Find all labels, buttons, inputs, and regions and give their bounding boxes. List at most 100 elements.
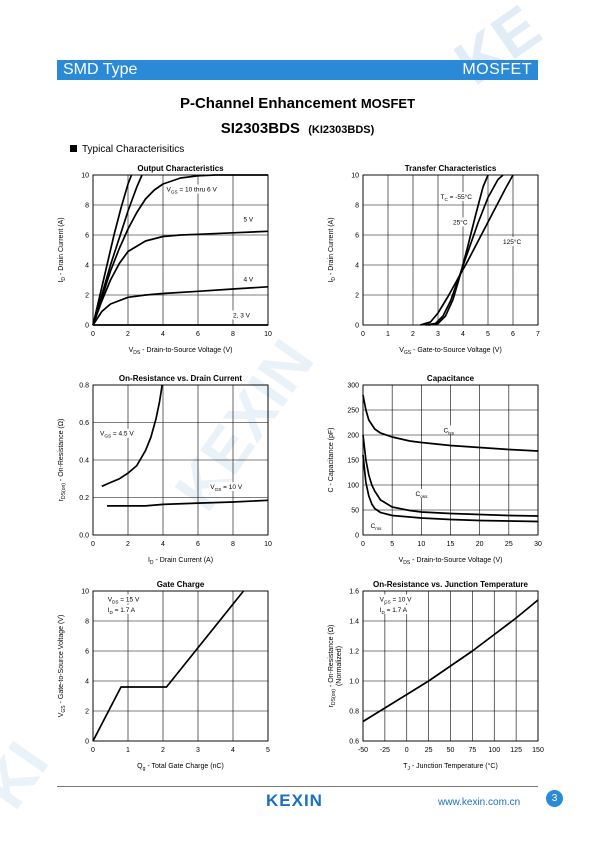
part-title: SI2303BDS (KI2303BDS) [0,120,595,137]
series-line-4 [92,230,269,326]
y-tick-label: 6 [355,233,359,240]
annotation-label: VGS = 10 V [380,597,413,605]
x-tick-label: 0 [361,331,365,338]
series-line-1 [101,384,163,488]
y-axis-label-group: rDS(on) - On-Resistance (Ω) (Normalized) [328,625,343,708]
x-tick-label: 100 [488,747,500,754]
annotation-bg [232,310,251,320]
x-tick-label: 4 [161,541,165,548]
y-tick-label: 0.0 [79,533,89,540]
annotation-bg [442,425,455,435]
y-tick-label: 1.4 [349,619,359,626]
y-axis-label-group: rDS(on) - On-Resistance (Ω) [58,419,67,502]
y-tick-label: 250 [347,408,359,415]
annotation-bg [452,217,469,227]
annotation-bg [369,521,383,530]
y-tick-label: 0.8 [79,383,89,390]
chart-title: On-Resistance vs. Junction Temperature [373,580,529,589]
x-tick-label: 6 [511,331,515,338]
annotation-bg [99,428,135,438]
plot-frame [362,590,539,742]
x-tick-label: 20 [476,541,484,548]
series-line-3 [362,454,539,523]
x-axis-label: VDS - Drain-to-Source Voltage (V) [129,347,233,356]
annotation-bg [106,605,137,614]
x-tick-label: 25 [425,747,433,754]
x-tick-label: 150 [532,747,544,754]
x-tick-label: 10 [264,541,272,548]
part-alt: (KI2303BDS) [308,124,375,136]
x-axis-label: VDS - Drain-to-Source Voltage (V) [399,557,503,566]
y-axis-label-group: VGS - Gate-to-Source Voltage (V) [58,615,67,718]
x-tick-label: 3 [436,331,440,338]
x-axis-label: ID - Drain Current (A) [148,557,213,566]
annotation-label: Coss [416,491,429,499]
x-tick-label: 5 [266,747,270,754]
y-tick-label: 6 [85,233,89,240]
chart-title: Transfer Characteristics [405,164,497,173]
annotation-bg [242,274,255,284]
series-line-2 [425,174,504,326]
chart-on-resistance-vs-temperature: On-Resistance vs. Junction Temperature -5… [328,580,544,772]
y-tick-label: 1.2 [349,649,359,656]
y-tick-label: 200 [347,433,359,440]
annotation-bg [502,237,523,246]
x-tick-label: 5 [486,331,490,338]
plot-frame [362,174,539,326]
annotation-bg [165,184,218,194]
annotation-label: ID = 1.7 A [380,607,408,615]
chart-output-characteristics: Output Characteristics 0 2 4 6 8 10 0 2 4 6 8 10 VDS … [58,164,272,356]
x-tick-label: 1 [126,747,130,754]
annotation-label: VGS = 10 V [210,484,243,492]
x-tick-label: 0 [91,331,95,338]
header-mosfet: MOSFET [462,61,532,78]
y-axis-label: rDS(on) - On-Resistance (Ω) [58,419,67,502]
y-tick-label: 0.6 [349,739,359,746]
x-tick-label: 0 [405,747,409,754]
x-tick-label: 2 [161,747,165,754]
annotation-label: 5 V [244,217,254,224]
title-main-suffix: MOSFET [360,96,416,111]
annotation-bg [378,605,409,614]
annotation-label: 2, 3 V [233,313,251,320]
y-tick-label: 0 [85,739,89,746]
y-tick-label: 0.4 [79,458,89,465]
y-tick-label: 10 [351,173,359,180]
annotation-label: ID = 1.7 A [108,607,136,615]
x-tick-label: 75 [468,747,476,754]
y-tick-label: 8 [85,619,89,626]
y-axis-label: ID - Drain Current (A) [58,217,67,282]
series-line-1 [92,590,245,742]
x-tick-label: -25 [380,747,390,754]
annotation-bg [242,214,255,224]
y-tick-label: 50 [351,508,359,515]
x-tick-label: 2 [411,331,415,338]
x-tick-label: 50 [447,747,455,754]
chart-title: On-Resistance vs. Drain Current [119,374,242,383]
section-label: Typical Characterisitics [82,144,185,155]
y-tick-label: 0 [355,323,359,330]
header-smd-type: SMD Type [63,61,138,78]
x-tick-label: 2 [126,331,130,338]
y-tick-label: 4 [355,263,359,270]
x-tick-label: 3 [196,747,200,754]
annotation-bg [209,482,244,492]
series-line-1 [92,174,133,326]
plot-frame [92,590,269,742]
annotation-label: 4 V [244,277,254,284]
x-tick-label: 8 [231,541,235,548]
annotation-label: Ciss [444,428,455,436]
x-tick-label: 0 [91,747,95,754]
x-tick-label: 0 [361,541,365,548]
footer-url[interactable]: www.kexin.com.cn [438,797,521,808]
chart-title: Gate Charge [157,580,205,589]
y-tick-label: 100 [347,483,359,490]
y-tick-label: 0.6 [79,420,89,427]
chart-title: Output Characteristics [137,164,224,173]
y-tick-label: 150 [347,458,359,465]
x-tick-label: 25 [505,541,513,548]
y-tick-label: 2 [85,293,89,300]
x-tick-label: 125 [510,747,522,754]
x-tick-label: 4 [231,747,235,754]
annotation-bg [378,594,413,604]
